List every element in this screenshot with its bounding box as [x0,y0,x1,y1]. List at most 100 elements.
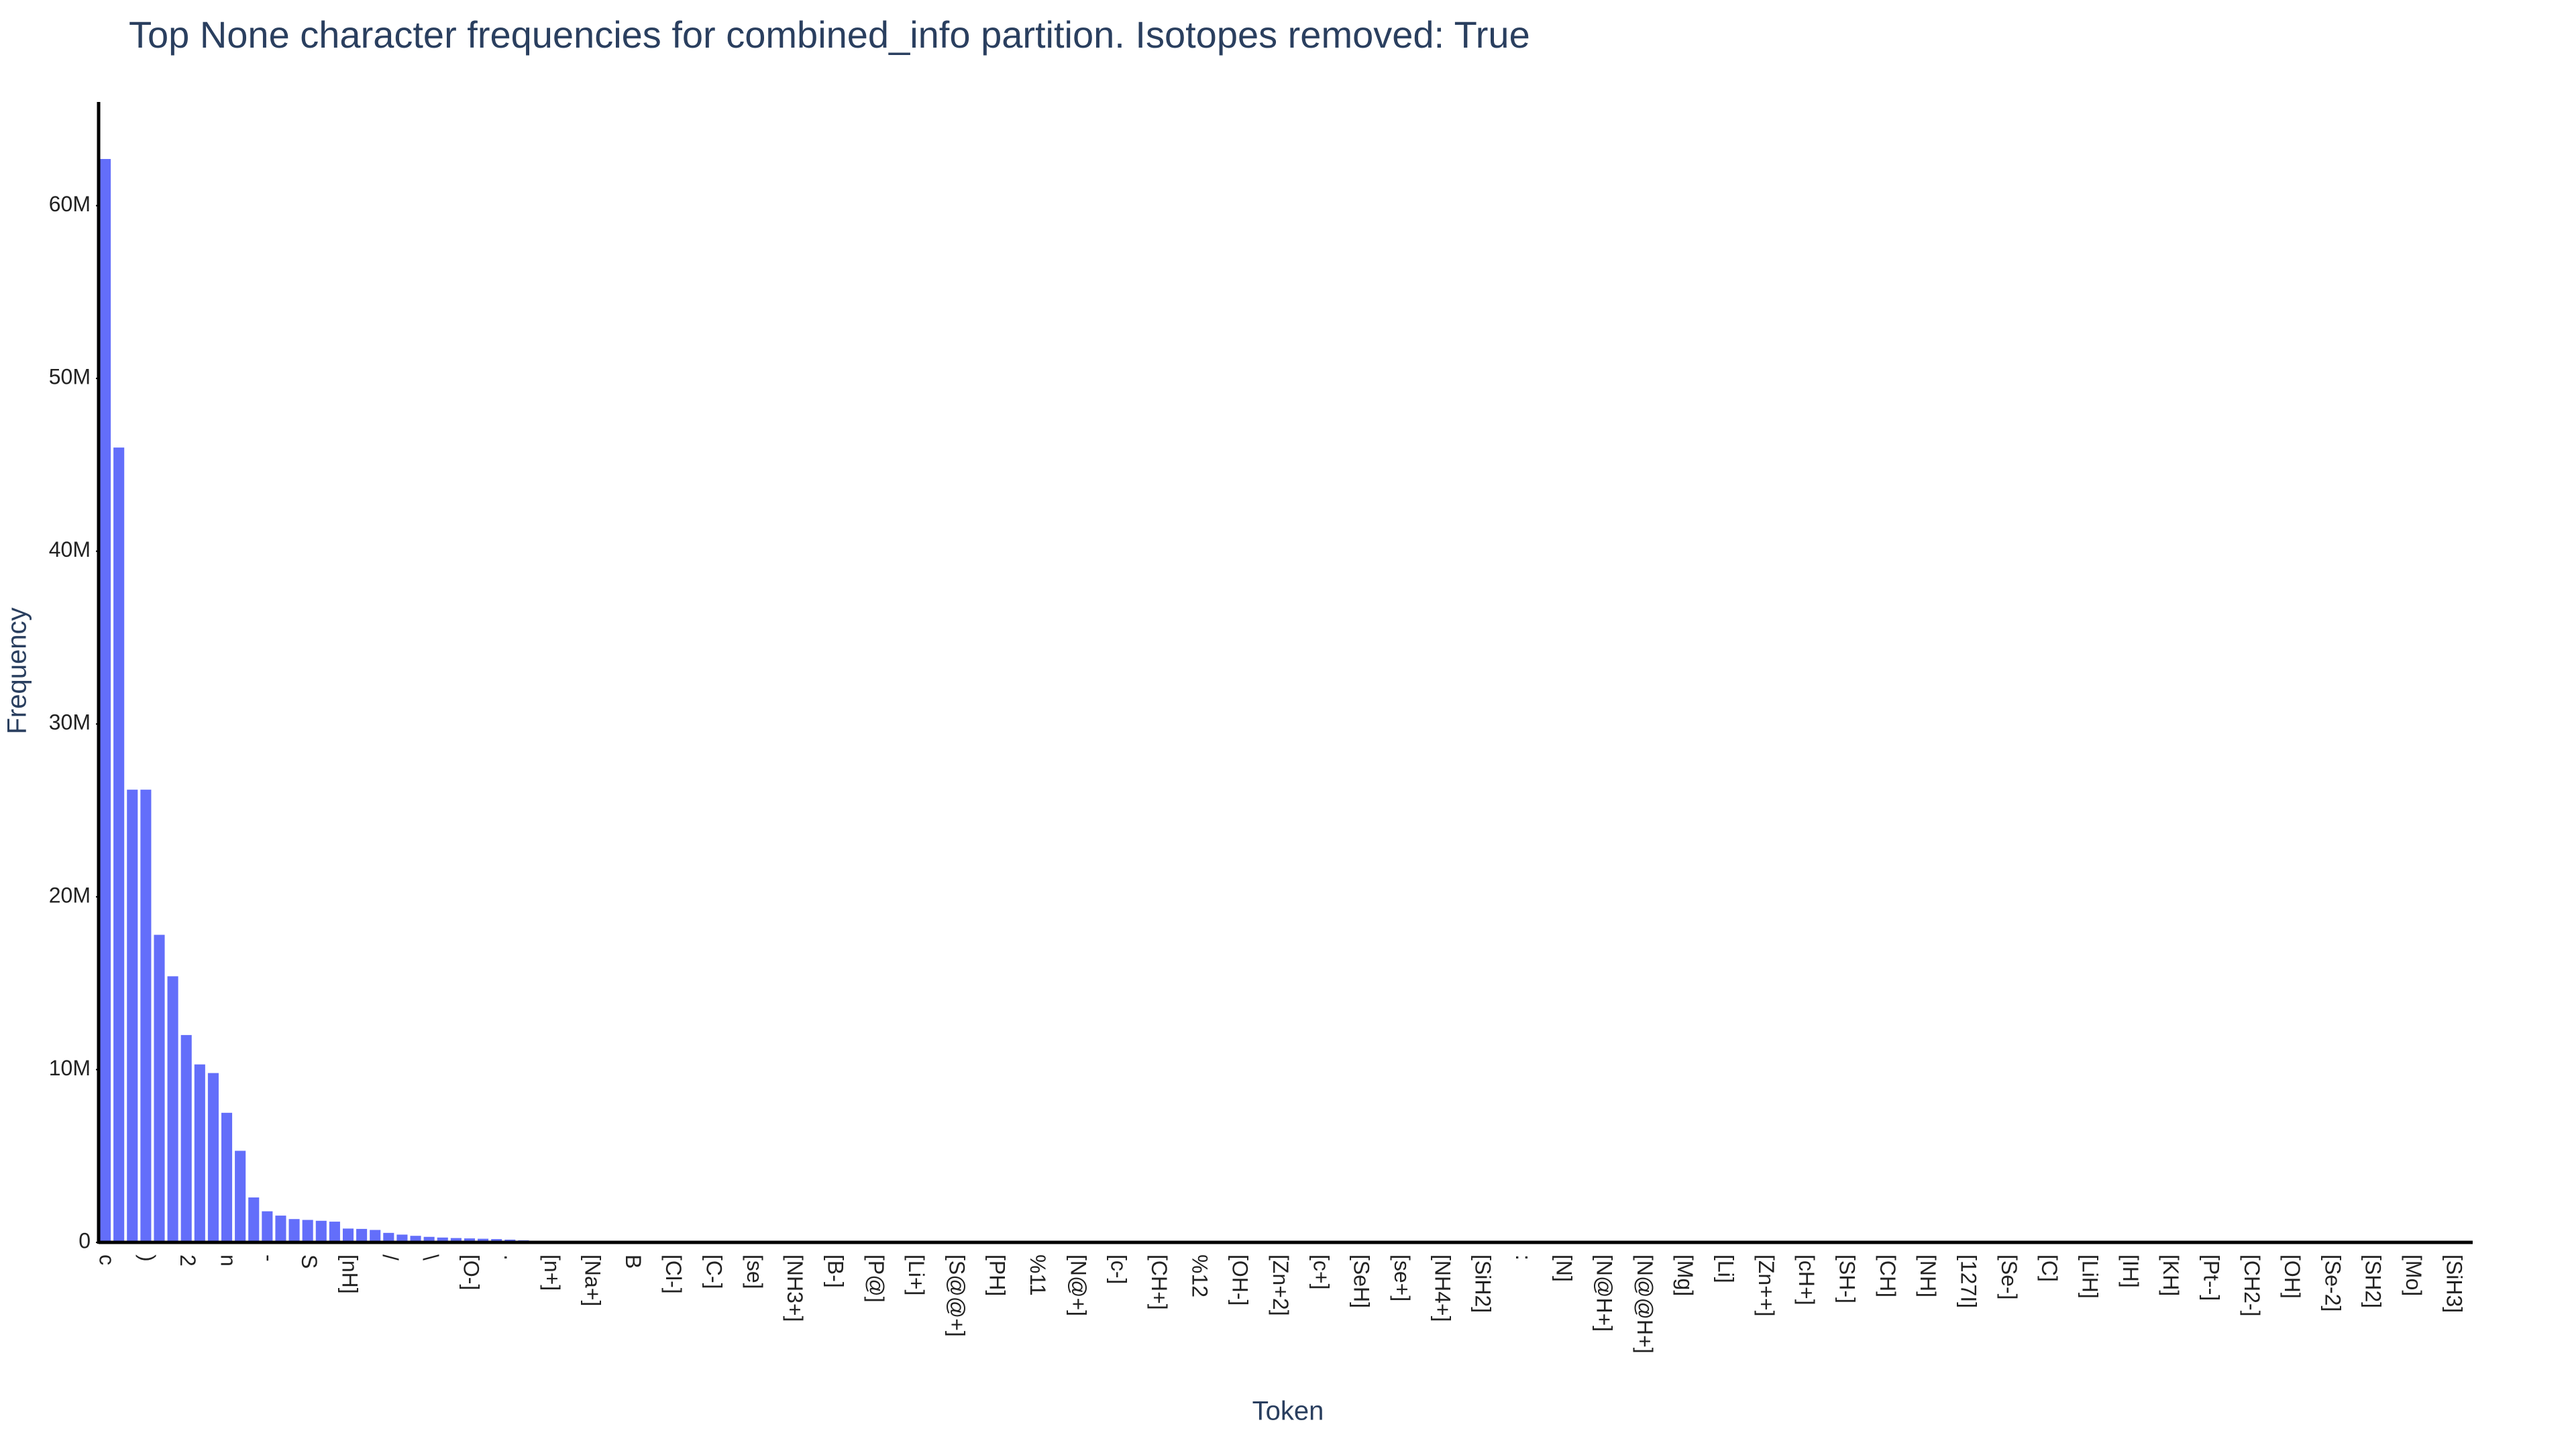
x-tick-label: [nH] [338,1254,362,1294]
x-tick-label: [O-] [460,1254,484,1290]
x-tick-label: . [500,1254,524,1260]
x-tick-label: [N] [1552,1254,1576,1282]
x-tick-label: [cH+] [1794,1254,1819,1305]
bar [329,1222,340,1242]
x-tick-label: S [297,1254,321,1269]
x-tick-label: %12 [1187,1254,1212,1297]
bar [275,1216,286,1242]
x-tick-label: [Zn++] [1754,1254,1778,1317]
x-tick-label: : [1511,1254,1536,1260]
y-tick-label: 10M [49,1056,91,1080]
x-tick-label: n [217,1254,241,1267]
y-tick-label: 20M [49,883,91,907]
bar [423,1236,435,1242]
x-tick-label: [C] [2037,1254,2061,1282]
x-tick-label: [PH] [985,1254,1010,1296]
x-tick-label: [CH] [1876,1254,1900,1297]
x-tick-label: [OH] [2280,1254,2304,1299]
bar [315,1220,327,1242]
y-tick-label: 40M [49,537,91,561]
x-tick-label: [B-] [823,1254,847,1288]
bar [370,1230,381,1242]
x-tick-label: [S@@+] [945,1254,969,1337]
bar [194,1064,205,1242]
x-tick-label: [Mg] [1673,1254,1697,1296]
bar [154,934,165,1242]
x-tick-label: [127I] [1956,1254,1980,1308]
x-tick-label: [Mo] [2402,1254,2426,1296]
x-tick-label: [c+] [1309,1254,1333,1289]
bar [248,1197,260,1242]
x-tick-label: ) [136,1254,160,1262]
x-tick-label: [n+] [540,1254,564,1291]
bar [383,1232,394,1242]
x-tick-label: c [95,1254,119,1265]
bar [180,1034,192,1242]
bar [127,790,138,1242]
x-tick-label: - [257,1254,281,1262]
bar [235,1150,246,1242]
x-tick-label: [Cl-] [661,1254,686,1294]
x-tick-label: 2 [176,1254,200,1267]
bar [478,1238,489,1242]
x-tick-label: [NH3+] [783,1254,807,1322]
x-tick-label: [se] [743,1254,767,1289]
x-tick-label: [Na+] [580,1254,604,1306]
x-tick-label: [Li] [1714,1254,1738,1283]
x-tick-label: %11 [1026,1254,1050,1296]
bar [288,1219,300,1242]
y-tick-label: 0 [78,1228,91,1252]
chart-title: Top None character frequencies for combi… [129,13,1530,56]
x-tick-label: [Zn+2] [1269,1254,1293,1316]
x-tick-label: [N@@H+] [1633,1254,1657,1354]
bar [167,976,178,1242]
x-tick-label: [SeH] [1350,1254,1374,1308]
bar [262,1211,273,1242]
bar [207,1073,219,1242]
y-tick-label: 50M [49,365,91,389]
x-tick-label: [Li+] [904,1254,928,1295]
x-tick-label: [N@H+] [1593,1254,1617,1332]
x-tick-label: [Se-2] [2320,1254,2345,1311]
x-tick-label: [Pt--] [2199,1254,2223,1301]
bar [342,1228,354,1242]
x-tick-label: \ [419,1254,443,1260]
x-tick-label: [CH+] [1147,1254,1171,1310]
bar [221,1112,233,1242]
bar [356,1228,368,1242]
x-tick-label: [se+] [1390,1254,1414,1301]
x-axis-title: Token [1252,1397,1324,1426]
x-tick-label: [IH] [2118,1254,2143,1288]
x-tick-label: [SiH2] [1471,1254,1495,1313]
y-axis-title: Frequency [3,608,32,735]
x-tick-label: [c-] [1107,1254,1131,1284]
bar [302,1220,313,1242]
bar [100,159,111,1242]
bar [396,1234,408,1242]
bar [113,447,125,1242]
x-tick-label: [NH4+] [1430,1254,1454,1322]
bar [437,1237,448,1242]
x-tick-label: [N@+] [1066,1254,1090,1316]
x-tick-label: [CH2-] [2240,1254,2264,1316]
bar [464,1238,476,1242]
x-tick-label: [NH] [1916,1254,1940,1297]
x-tick-label: [LiH] [2078,1254,2102,1299]
x-tick-label: [SiH3] [2442,1254,2466,1313]
bar [450,1238,462,1242]
x-tick-label: [Se-] [1997,1254,2021,1300]
bar [140,790,152,1242]
x-tick-label: [KH] [2159,1254,2183,1296]
bar [410,1236,421,1242]
x-tick-label: [SH-] [1835,1254,1860,1303]
x-tick-label: [P@] [864,1254,888,1303]
y-tick-label: 30M [49,710,91,735]
x-tick-label: / [378,1254,402,1260]
x-tick-label: B [621,1254,645,1269]
x-tick-label: [SH2] [2361,1254,2385,1308]
y-tick-label: 60M [49,192,91,216]
x-tick-label: [OH-] [1228,1254,1252,1305]
x-tick-label: [C-] [702,1254,726,1289]
